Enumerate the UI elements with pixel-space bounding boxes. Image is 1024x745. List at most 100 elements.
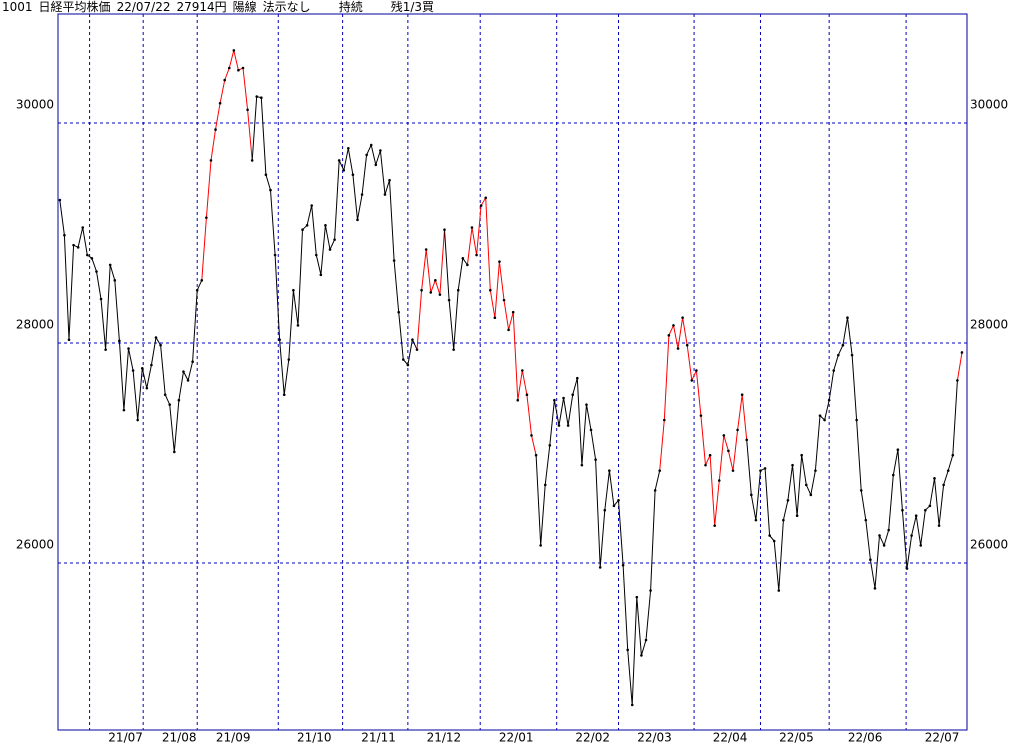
price-point <box>956 379 959 382</box>
price-point <box>640 654 643 657</box>
price-line <box>956 352 963 381</box>
price-point <box>649 589 652 592</box>
price-point <box>896 448 900 452</box>
x-tick-label: 22/05 <box>779 731 814 745</box>
price-point <box>383 193 387 196</box>
price-point <box>333 238 336 241</box>
price-point <box>914 514 918 518</box>
price-point <box>498 260 501 263</box>
price-point <box>566 424 570 427</box>
price-point <box>777 589 781 592</box>
price-point <box>846 316 849 320</box>
date: 22/07/22 <box>116 0 171 14</box>
price-point <box>145 386 149 390</box>
price-point <box>168 403 172 406</box>
price-point <box>768 534 771 537</box>
price-point <box>429 291 433 294</box>
price-point <box>534 453 538 457</box>
price-point <box>466 263 469 267</box>
price-point <box>223 78 226 82</box>
price-point <box>314 253 318 257</box>
price-point <box>626 648 629 652</box>
x-tick-label: 22/03 <box>637 731 672 745</box>
price-point <box>241 66 245 70</box>
price-point <box>924 508 927 512</box>
price-point <box>699 414 703 417</box>
price-point <box>154 336 158 339</box>
price-point <box>823 418 826 422</box>
price-point <box>786 499 790 502</box>
price-point <box>672 324 675 327</box>
plot-area <box>57 13 968 731</box>
price-point <box>575 376 579 380</box>
price-line <box>659 317 748 526</box>
price-point <box>159 343 162 347</box>
price-point <box>191 360 194 364</box>
price-point <box>763 467 767 470</box>
price-point <box>447 298 451 302</box>
price-point <box>727 449 730 453</box>
price-point <box>186 379 190 382</box>
price-point <box>580 463 584 467</box>
price-point <box>273 253 277 257</box>
price-point <box>282 393 286 397</box>
price-point <box>484 196 488 200</box>
price-point <box>424 248 428 251</box>
price-point <box>571 393 575 397</box>
price-point <box>260 96 263 100</box>
price-point <box>644 638 648 642</box>
price-point <box>67 338 71 342</box>
price-point <box>278 338 281 342</box>
price-point <box>81 226 85 229</box>
name: 日経平均株価 <box>38 0 111 14</box>
price-point <box>841 343 845 347</box>
price-point <box>827 398 831 402</box>
price-point <box>347 147 350 150</box>
price-point <box>461 257 465 260</box>
price-point <box>722 434 726 437</box>
x-tick-label: 21/12 <box>427 731 462 745</box>
price-point <box>873 587 877 590</box>
price-point <box>86 253 89 257</box>
x-tick-label: 21/09 <box>216 731 251 745</box>
price-point <box>530 434 533 437</box>
price-point <box>301 228 304 232</box>
price-point <box>603 508 607 512</box>
price-point <box>731 469 735 472</box>
price-point <box>379 149 382 152</box>
price-point <box>910 534 913 537</box>
x-tick-label: 22/07 <box>925 731 960 745</box>
price-point <box>855 418 858 422</box>
price-point <box>525 393 529 397</box>
price-point <box>905 567 909 570</box>
price-point <box>804 483 808 487</box>
price-point <box>434 279 437 282</box>
price-point <box>882 544 886 547</box>
price-point <box>195 288 199 292</box>
price-point <box>901 508 904 512</box>
price-point <box>356 218 359 222</box>
price-point <box>717 479 721 482</box>
price-point <box>218 101 222 105</box>
price-point <box>113 279 117 282</box>
price-point <box>136 418 139 422</box>
price-point <box>452 348 455 351</box>
price-point <box>791 463 794 467</box>
price-point <box>919 544 923 547</box>
price-point <box>635 595 639 599</box>
price-point <box>205 216 208 219</box>
x-tick-label: 21/10 <box>297 731 332 745</box>
price-point <box>411 338 414 342</box>
price-point <box>493 316 497 320</box>
price-point <box>237 68 240 72</box>
price-point <box>772 539 776 543</box>
price-point <box>960 351 964 354</box>
price-point <box>488 288 492 292</box>
price-point <box>553 398 556 402</box>
price-point <box>63 233 66 237</box>
price-point <box>392 259 396 262</box>
price-point <box>809 493 813 497</box>
price-point <box>585 403 588 406</box>
price-line <box>59 199 203 452</box>
price-point <box>818 414 822 417</box>
